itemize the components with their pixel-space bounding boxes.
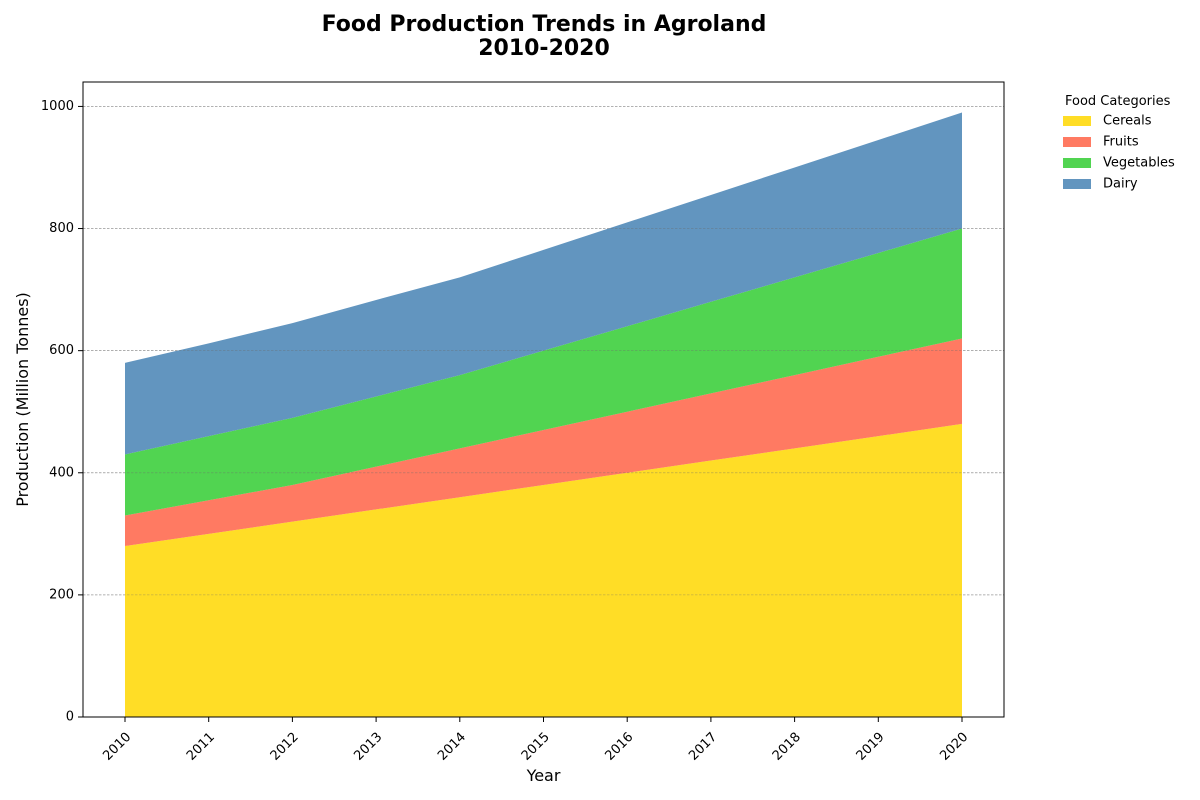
- legend-label-fruits: Fruits: [1103, 135, 1139, 150]
- y-tick-label: 200: [49, 587, 74, 602]
- x-tick-label: 2013: [351, 730, 385, 764]
- x-tick-label: 2014: [435, 730, 469, 764]
- x-axis: 2010 2011 2012 2013 2014 2015 2016 2017 2018 2019…: [100, 717, 971, 764]
- x-tick-label: 2016: [602, 730, 636, 764]
- x-tick-label: 2019: [854, 730, 888, 764]
- y-tick-label: 800: [49, 221, 74, 236]
- y-tick-label: 0: [66, 710, 74, 725]
- x-tick-label: 2015: [519, 730, 553, 764]
- legend-swatch-vegetables: [1063, 158, 1091, 168]
- x-tick-label: 2010: [100, 730, 134, 764]
- area-series-fruits: [125, 338, 962, 547]
- area-series-dairy: [125, 112, 962, 455]
- legend-swatch-dairy: [1063, 179, 1091, 189]
- chart-title-line: 2010-2020: [478, 36, 610, 61]
- area-series-cereals: [125, 423, 962, 717]
- x-tick-label: 2011: [184, 730, 218, 764]
- x-tick-label: 2020: [937, 730, 971, 764]
- legend-label-vegetables: Vegetables: [1103, 156, 1175, 171]
- y-tick-label: 400: [49, 465, 74, 480]
- y-axis: 0 200 400 600 800 1000: [41, 99, 83, 725]
- area-series-vegetables: [125, 228, 962, 516]
- y-tick-label: 600: [49, 343, 74, 358]
- chart-title: Food Production Trends in Agroland2010-2…: [322, 12, 767, 61]
- legend-swatch-fruits: [1063, 137, 1091, 147]
- legend-label-cereals: Cereals: [1103, 114, 1152, 129]
- legend-title: Food Categories: [1065, 94, 1171, 109]
- x-tick-label: 2018: [770, 730, 804, 764]
- x-tick-label: 2012: [268, 730, 302, 764]
- legend-swatch-cereals: [1063, 116, 1091, 126]
- y-axis-label: Production (Million Tonnes): [13, 292, 32, 507]
- x-tick-label: 2017: [686, 730, 720, 764]
- x-axis-label: Year: [526, 766, 561, 785]
- area-series-group: [83, 106, 1004, 718]
- y-tick-label: 1000: [41, 99, 74, 114]
- legend: Food Categories Cereals Fruits Vegetables Da…: [1063, 94, 1175, 192]
- legend-label-dairy: Dairy: [1103, 177, 1138, 192]
- chart-title-line: Food Production Trends in Agroland: [322, 12, 767, 37]
